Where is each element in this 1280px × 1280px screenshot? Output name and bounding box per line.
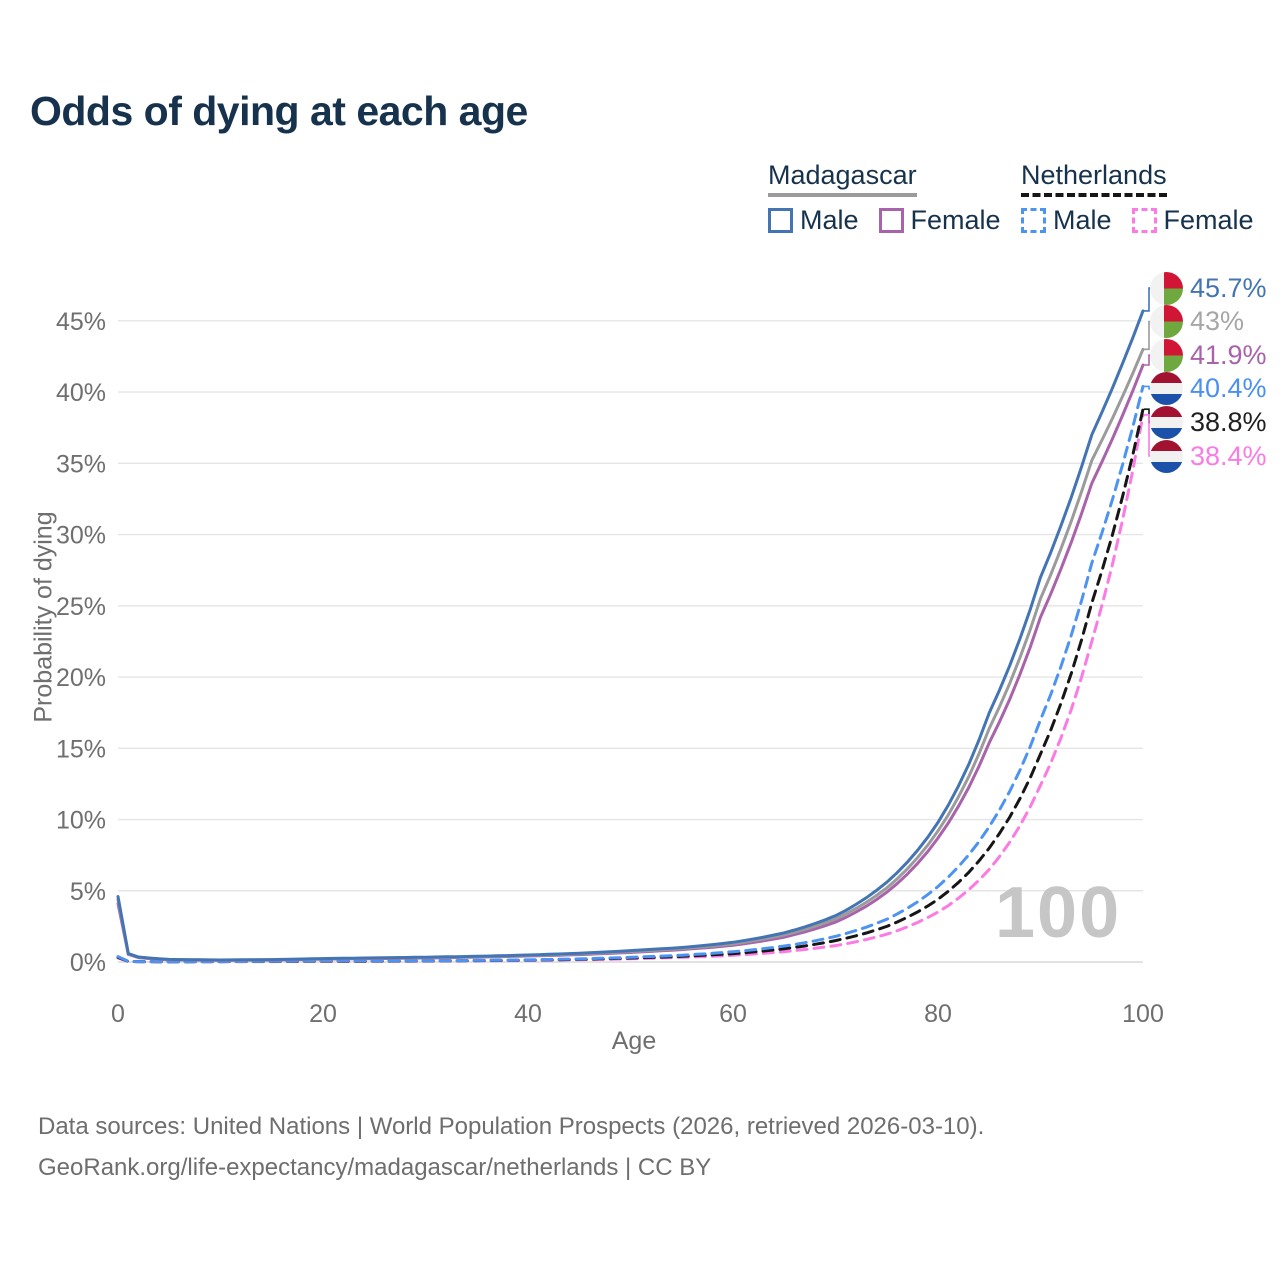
end-label-value: 41.9% xyxy=(1190,339,1267,370)
y-tick-label: 25% xyxy=(56,593,106,621)
legend-item-madagascar-male[interactable]: Male xyxy=(768,205,859,236)
legend-country-netherlands[interactable]: Netherlands xyxy=(1021,160,1167,197)
end-label-value: 38.8% xyxy=(1190,406,1267,437)
madagascar-flag-icon xyxy=(1150,271,1183,305)
end-label-madagascar-male: 45.7% xyxy=(1150,271,1267,305)
end-label-madagascar-all: 43% xyxy=(1150,305,1244,339)
x-axis-title: Age xyxy=(611,1027,657,1055)
netherlands-flag-icon xyxy=(1150,372,1183,406)
x-tick-label: 20 xyxy=(309,1000,337,1028)
legend-label-netherlands-female: Female xyxy=(1163,205,1254,235)
y-tick-label: 0% xyxy=(70,949,106,977)
legend-swatch-madagascar-female xyxy=(878,208,904,233)
legend-item-madagascar-female[interactable]: Female xyxy=(878,205,1001,236)
x-tick-label: 60 xyxy=(719,1000,747,1028)
legend-group-netherlands: Netherlands Male Female xyxy=(1021,160,1254,236)
end-label-netherlands-female: 38.4% xyxy=(1150,439,1267,473)
legend-swatch-netherlands-male xyxy=(1021,208,1046,233)
netherlands-flag-icon xyxy=(1150,439,1183,473)
y-tick-label: 10% xyxy=(56,807,106,835)
x-tick-label: 100 xyxy=(1122,1000,1164,1028)
end-label-madagascar-female: 41.9% xyxy=(1150,338,1267,372)
end-label-value: 38.4% xyxy=(1190,440,1267,471)
legend-swatch-madagascar-male xyxy=(768,208,793,233)
footer-attribution-link: GeoRank.org/life-expectancy/madagascar/n… xyxy=(38,1154,712,1181)
y-tick-label: 35% xyxy=(56,450,106,478)
legend-label-madagascar-male: Male xyxy=(800,205,859,235)
page-title: Odds of dying at each age xyxy=(30,88,528,134)
y-tick-label: 40% xyxy=(56,379,106,407)
end-label-value: 45.7% xyxy=(1190,272,1267,303)
hover-age-watermark: 100 xyxy=(995,873,1122,953)
plot-area[interactable] xyxy=(118,292,1143,962)
madagascar-flag-icon xyxy=(1150,305,1183,339)
x-tick-label: 40 xyxy=(514,1000,542,1028)
x-tick-label: 80 xyxy=(924,1000,952,1028)
netherlands-flag-icon xyxy=(1150,405,1183,439)
y-axis-title: Probability of dying xyxy=(29,511,58,723)
y-tick-label: 15% xyxy=(56,735,106,763)
y-tick-label: 5% xyxy=(70,878,106,906)
legend-item-netherlands-male[interactable]: Male xyxy=(1021,205,1112,236)
legend-label-madagascar-female: Female xyxy=(910,205,1001,235)
end-label-value: 40.4% xyxy=(1190,373,1267,404)
y-tick-label: 30% xyxy=(56,522,106,550)
y-tick-label: 45% xyxy=(56,308,106,336)
x-tick-label: 0 xyxy=(111,1000,125,1028)
y-tick-label: 20% xyxy=(56,664,106,692)
legend-group-madagascar: Madagascar Male Female xyxy=(768,160,1001,236)
legend-country-madagascar[interactable]: Madagascar xyxy=(768,160,917,197)
footer: Data sources: United Nations | World Pop… xyxy=(38,1106,984,1188)
footer-data-sources: Data sources: United Nations | World Pop… xyxy=(38,1113,985,1140)
legend-swatch-netherlands-female xyxy=(1131,208,1157,233)
end-label-value: 43% xyxy=(1190,306,1245,337)
series-line-madagascar-male xyxy=(116,309,1145,962)
legend-label-netherlands-male: Male xyxy=(1053,205,1112,235)
madagascar-flag-icon xyxy=(1150,338,1183,372)
end-label-netherlands-all: 38.8% xyxy=(1150,405,1267,439)
end-label-netherlands-male: 40.4% xyxy=(1150,372,1267,406)
legend-item-netherlands-female[interactable]: Female xyxy=(1131,205,1254,236)
